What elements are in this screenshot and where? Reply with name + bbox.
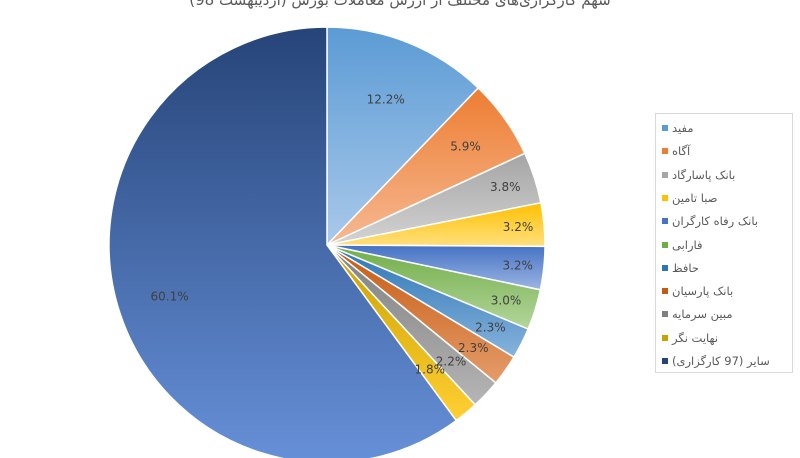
- slice-data-label: 1.8%: [415, 362, 446, 376]
- legend-item: سایر (97 کارگزاری): [656, 352, 794, 372]
- legend-label: مبین سرمایه: [672, 307, 733, 322]
- legend-swatch: [662, 125, 668, 131]
- slice-data-label: 3.0%: [491, 294, 522, 308]
- legend-item: فارابی: [656, 236, 794, 256]
- legend-label: حافظ: [672, 260, 700, 275]
- slice-data-label: 2.3%: [475, 321, 506, 335]
- slice-data-label: 3.8%: [490, 180, 521, 194]
- legend-swatch: [662, 241, 668, 248]
- legend-item: بانک رفاه کارگران: [656, 212, 794, 232]
- legend-item: نهایت نگر: [656, 329, 794, 349]
- legend-swatch: [662, 334, 668, 341]
- legend-swatch: [662, 264, 668, 271]
- slice-data-label: 2.2%: [436, 354, 467, 368]
- legend-swatch: [662, 311, 668, 318]
- legend-item: حافظ: [656, 259, 794, 279]
- chart-title: سهم کارگزاری‌های مختلف از ارزش معاملات ب…: [189, 0, 611, 9]
- legend-item: بانک پارسیان: [656, 282, 794, 302]
- legend-item: آگاه: [656, 142, 794, 162]
- slice-data-label: 3.2%: [502, 259, 533, 273]
- legend-swatch: [662, 288, 668, 295]
- legend-item: مفید: [656, 119, 794, 139]
- legend-swatch: [662, 194, 668, 201]
- legend-label: صبا تامین: [672, 190, 718, 205]
- legend-label: نهایت نگر: [672, 330, 719, 345]
- legend-label: سایر (97 کارگزاری): [672, 354, 770, 368]
- pie-slice: [326, 26, 480, 247]
- legend-item: بانک پاسارگاد: [656, 166, 794, 186]
- legend-item: صبا تامین: [656, 189, 794, 209]
- chart-legend: مفید آگاه بانک پاسارگاد صبا تامین بانک رفاه …: [655, 113, 793, 373]
- slice-data-label: 12.2%: [367, 92, 405, 106]
- legend-label: فارابی: [672, 237, 703, 252]
- legend-label: بانک پارسیان: [672, 284, 734, 299]
- pie-slice: [108, 26, 458, 458]
- legend-label: آگاه: [672, 144, 691, 159]
- legend-swatch: [662, 218, 668, 225]
- legend-label: بانک پاسارگاد: [672, 167, 736, 182]
- legend-swatch: [662, 358, 668, 364]
- legend-swatch: [662, 148, 668, 155]
- slice-data-label: 60.1%: [151, 290, 189, 304]
- slice-data-label: 2.3%: [458, 341, 489, 355]
- legend-swatch: [662, 171, 668, 178]
- legend-item: مبین سرمایه: [656, 305, 794, 325]
- slice-data-label: 5.9%: [450, 139, 481, 153]
- legend-label: بانک رفاه کارگران: [672, 214, 759, 229]
- legend-label: مفید: [672, 121, 694, 135]
- slice-data-label: 3.2%: [503, 220, 534, 234]
